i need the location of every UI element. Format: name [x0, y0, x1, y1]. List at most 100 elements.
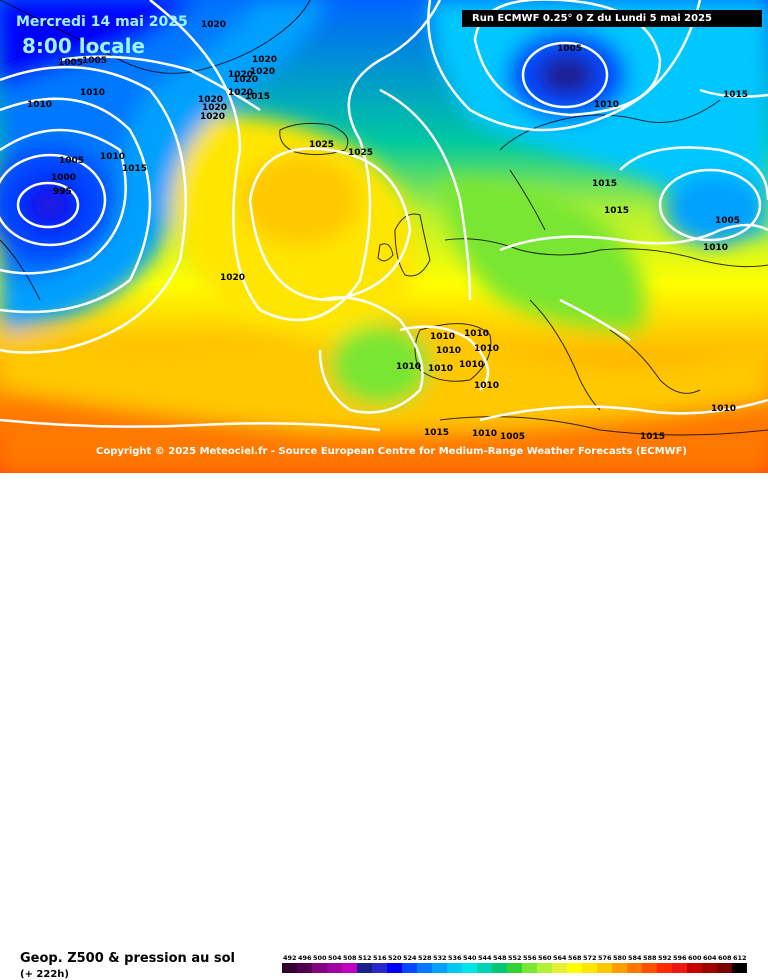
isobar-label: 1015 — [245, 92, 271, 102]
isobar-label: 1010 — [459, 360, 485, 370]
scale-swatch — [402, 963, 417, 973]
scale-swatch — [432, 963, 447, 973]
isobar-label: 1010 — [396, 362, 422, 372]
isobar-label: 1010 — [464, 329, 490, 339]
scale-label: 512 — [358, 954, 372, 962]
scale-swatch — [642, 963, 657, 973]
isobar-label: 1005 — [715, 216, 741, 226]
color-scale-legend: 492 496 500 504 508 512 516 520 524 528 532 536 540 5… — [282, 954, 747, 973]
isobar-label: 1005 — [500, 432, 526, 442]
isobar-label: 1020 — [198, 95, 224, 105]
isobar-label: 1010 — [472, 429, 498, 439]
scale-label: 528 — [418, 954, 432, 962]
scale-swatch — [612, 963, 627, 973]
isobar-label: 1010 — [703, 243, 729, 253]
scale-swatch — [357, 963, 372, 973]
scale-label: 608 — [718, 954, 732, 962]
copyright-notice: Copyright © 2025 Meteociel.fr - Source E… — [96, 446, 687, 457]
scale-swatch — [447, 963, 462, 973]
isobar-label: 1020 — [252, 55, 278, 65]
forecast-date: Mercredi 14 mai 2025 — [16, 14, 188, 30]
isobar-label: 1020 — [228, 70, 254, 80]
scale-label: 560 — [538, 954, 552, 962]
isobar-label: 1010 — [474, 344, 500, 354]
isobar-label: 1025 — [309, 140, 335, 150]
scale-swatch — [672, 963, 687, 973]
scale-swatch — [312, 963, 327, 973]
scale-label: 568 — [568, 954, 582, 962]
isobar-label: 1010 — [430, 332, 456, 342]
scale-label: 532 — [433, 954, 447, 962]
isobar-label: 1010 — [711, 404, 737, 414]
scale-label: 536 — [448, 954, 462, 962]
isobar-label: 1020 — [250, 67, 276, 77]
scale-swatch — [717, 963, 732, 973]
scale-label: 516 — [373, 954, 387, 962]
scale-label: 500 — [313, 954, 327, 962]
scale-label: 588 — [643, 954, 657, 962]
isobar-label: 1005 — [557, 44, 583, 54]
isobar-label: 1020 — [201, 20, 227, 30]
isobar-label: 1020 — [200, 112, 226, 122]
scale-swatch — [297, 963, 312, 973]
scale-swatch — [537, 963, 552, 973]
scale-label: 544 — [478, 954, 492, 962]
scale-swatch — [342, 963, 357, 973]
scale-label: 540 — [463, 954, 477, 962]
scale-swatch — [552, 963, 567, 973]
isobar-label: 1020 — [202, 103, 228, 113]
isobar-label: 1025 — [348, 148, 374, 158]
scale-swatch — [372, 963, 387, 973]
scale-swatch — [567, 963, 582, 973]
scale-label: 524 — [403, 954, 417, 962]
scale-swatch — [582, 963, 597, 973]
scale-label: 564 — [553, 954, 567, 962]
geopotential-map — [0, 0, 768, 473]
isobar-label: 1010 — [100, 152, 126, 162]
scale-swatch — [492, 963, 507, 973]
isobar-label: 1005 — [82, 56, 108, 66]
scale-swatch — [627, 963, 642, 973]
scale-label: 584 — [628, 954, 642, 962]
scale-swatch — [282, 963, 297, 973]
isobar-label: 1015 — [604, 206, 630, 216]
scale-swatch — [687, 963, 702, 973]
model-run-banner: Run ECMWF 0.25° 0 Z du Lundi 5 mai 2025 — [462, 10, 762, 27]
isobar-label: 1020 — [228, 88, 254, 98]
scale-label: 496 — [298, 954, 312, 962]
scale-swatch — [462, 963, 477, 973]
scale-label: 520 — [388, 954, 402, 962]
scale-swatch — [657, 963, 672, 973]
scale-label: 600 — [688, 954, 702, 962]
isobar-label: 1010 — [27, 100, 53, 110]
isobar-label: 1005 — [58, 58, 84, 68]
product-title: Geop. Z500 & pression au sol — [20, 951, 235, 966]
isobar-label: 1000 — [51, 173, 77, 183]
scale-swatch — [522, 963, 537, 973]
scale-label: 508 — [343, 954, 357, 962]
isobar-label: 1010 — [80, 88, 106, 98]
footer-bar: Geop. Z500 & pression au sol (+ 222h) 49… — [0, 473, 768, 980]
scale-label: 592 — [658, 954, 672, 962]
scale-swatch — [507, 963, 522, 973]
scale-swatch — [597, 963, 612, 973]
scale-label: 576 — [598, 954, 612, 962]
scale-label: 556 — [523, 954, 537, 962]
isobar-label: 1015 — [592, 179, 618, 189]
isobar-label: 1015 — [424, 428, 450, 438]
scale-swatch — [702, 963, 717, 973]
scale-swatch — [477, 963, 492, 973]
scale-label: 552 — [508, 954, 522, 962]
isobar-label: 1010 — [436, 346, 462, 356]
map-area: 1020 1005 1005 1010 1010 1020 1020 1020 … — [0, 0, 768, 473]
scale-swatch — [732, 963, 747, 973]
isobar-label: 1005 — [59, 156, 85, 166]
isobar-label: 1010 — [428, 364, 454, 374]
scale-label: 492 — [283, 954, 297, 962]
scale-swatch — [417, 963, 432, 973]
forecast-hour: (+ 222h) — [20, 969, 69, 980]
isobar-label: 1020 — [233, 75, 259, 85]
isobar-label: 1010 — [474, 381, 500, 391]
isobar-label: 1020 — [220, 273, 246, 283]
scale-label: 596 — [673, 954, 687, 962]
